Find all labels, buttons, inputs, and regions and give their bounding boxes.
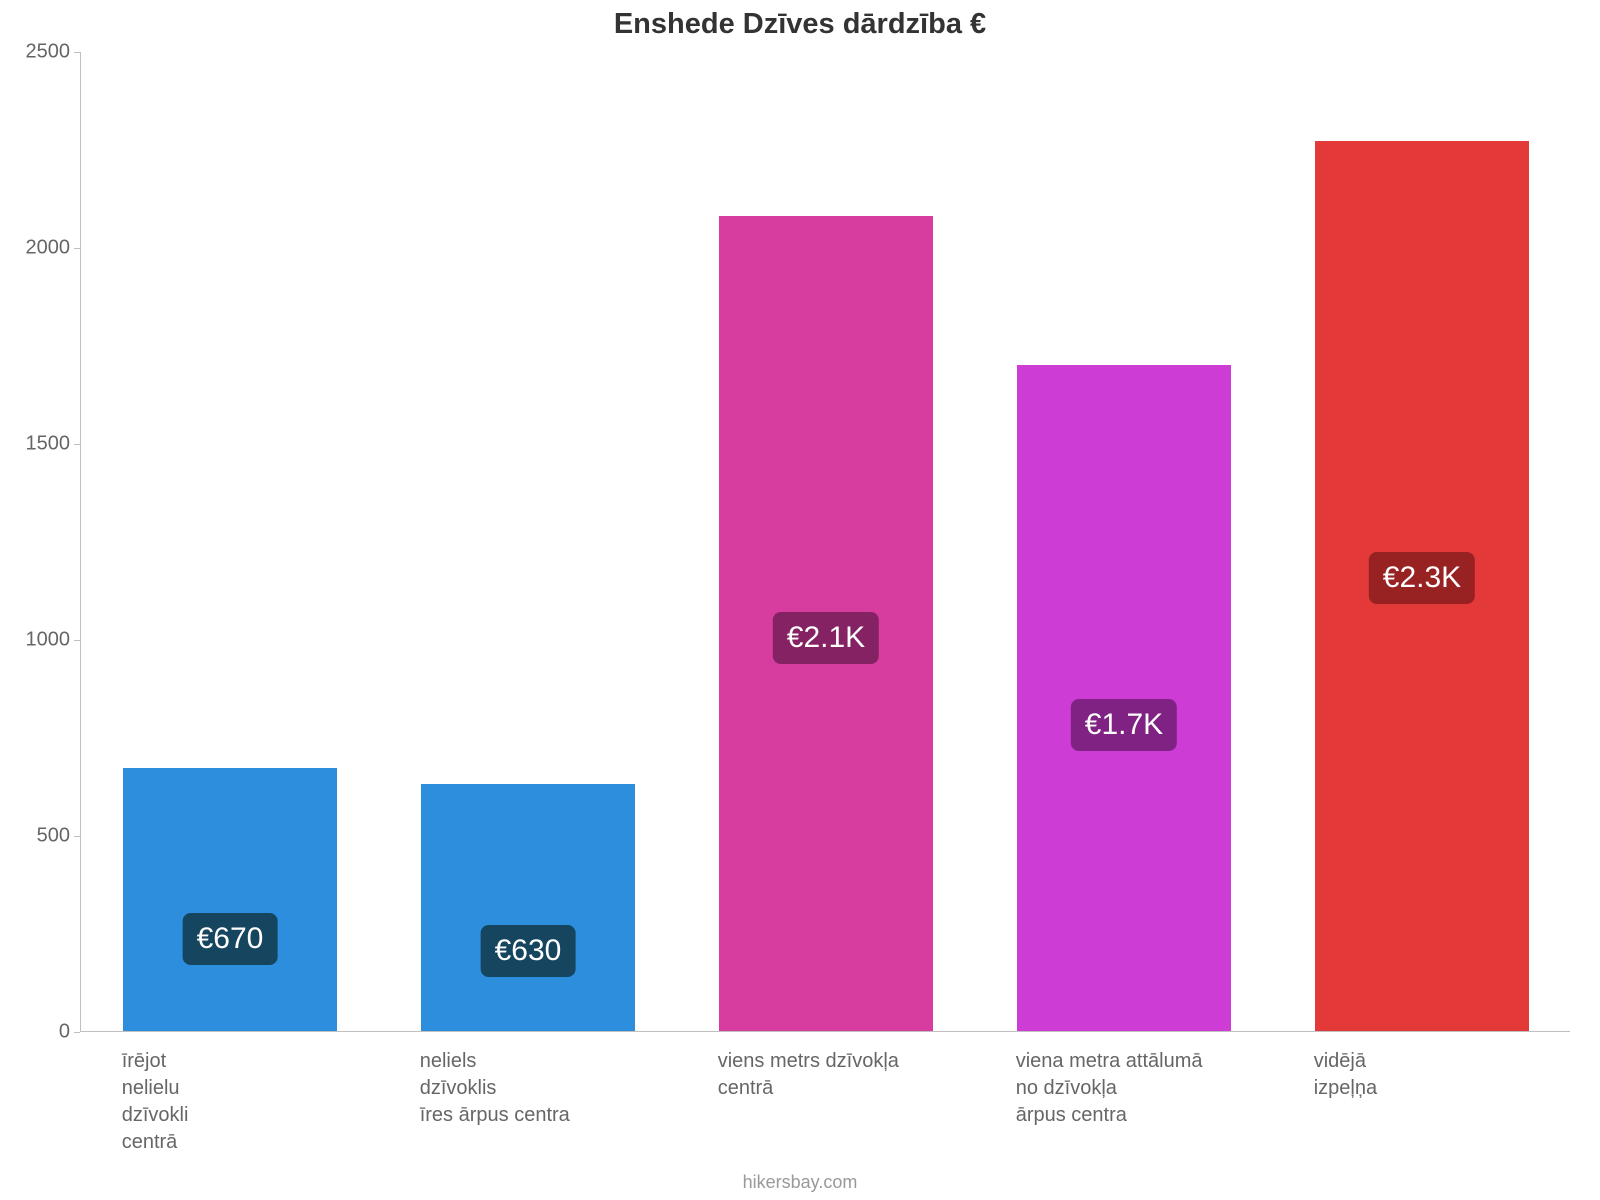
bar: €1.7K (1017, 365, 1232, 1031)
y-tick-label: 2500 (26, 41, 71, 64)
chart-footer: hikersbay.com (0, 1172, 1600, 1193)
y-tick-label: 1500 (26, 433, 71, 456)
x-category-label: viena metra attālumāno dzīvokļaārpus cen… (1016, 1048, 1251, 1129)
x-category-label: īrējotnelieludzīvoklicentrā (122, 1048, 357, 1156)
bar: €670 (123, 768, 338, 1031)
y-tick-label: 500 (37, 825, 70, 848)
y-tick-label: 2000 (26, 237, 71, 260)
chart-title: Enshede Dzīves dārdzība € (0, 8, 1600, 41)
bar: €630 (421, 784, 636, 1031)
x-category-label: vidējāizpeļņa (1314, 1048, 1549, 1102)
bar-value-badge: €2.1K (773, 612, 879, 664)
bar: €2.1K (719, 216, 934, 1031)
y-tick-label: 1000 (26, 629, 71, 652)
x-category-label: nelielsdzīvoklisīres ārpus centra (420, 1048, 655, 1129)
bar-value-badge: €630 (481, 925, 576, 977)
x-category-label: viens metrs dzīvokļacentrā (718, 1048, 953, 1102)
bar: €2.3K (1315, 141, 1530, 1031)
bar-value-badge: €1.7K (1071, 699, 1177, 751)
y-tick-mark (74, 1032, 80, 1033)
bar-value-badge: €2.3K (1369, 552, 1475, 604)
y-tick-label: 0 (59, 1021, 70, 1044)
chart-container: Enshede Dzīves dārdzība € 0 500 1000 1500 20… (0, 0, 1600, 1200)
bar-value-badge: €670 (183, 913, 278, 965)
plot-area: €670 €630 €2.1K €1.7K €2.3K (80, 52, 1570, 1032)
